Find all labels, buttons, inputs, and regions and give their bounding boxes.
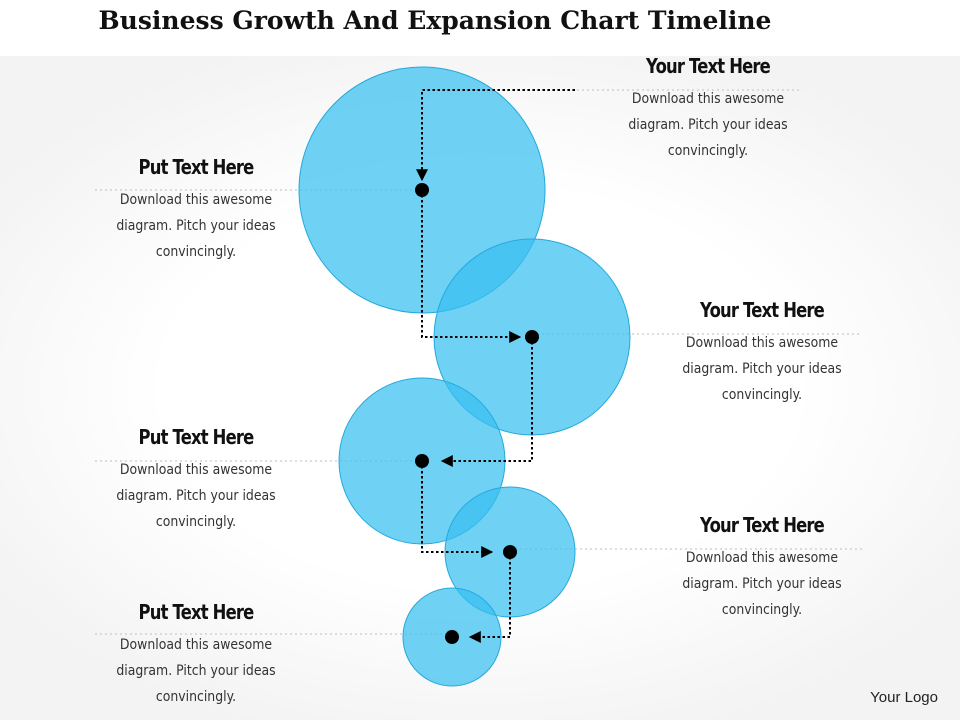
marker-dot-1 [415, 183, 429, 197]
text-block-body: Download this awesome diagram. Pitch you… [116, 192, 276, 260]
marker-dot-4 [503, 545, 517, 559]
text-block-body: Download this awesome diagram. Pitch you… [116, 462, 276, 530]
connectors [416, 89, 575, 643]
text-block-heading: Your Text Here [646, 54, 771, 78]
connector-top [416, 89, 575, 182]
text-block-body: Download this awesome diagram. Pitch you… [682, 335, 842, 403]
marker-dot-3 [415, 454, 429, 468]
text-block-heading: Your Text Here [700, 513, 825, 537]
marker-dot-5 [445, 630, 459, 644]
connector-4-5 [468, 552, 511, 643]
text-block-6: Put Text Here Download this awesome diag… [96, 600, 296, 710]
growth-circles [298, 66, 631, 687]
text-block-body: Download this awesome diagram. Pitch you… [116, 637, 276, 705]
text-block-3: Your Text Here Download this awesome dia… [662, 298, 862, 408]
connector-3-4 [421, 461, 494, 558]
text-block-2: Put Text Here Download this awesome diag… [96, 155, 296, 265]
text-block-5: Your Text Here Download this awesome dia… [662, 513, 862, 623]
dot-markers [415, 183, 539, 644]
text-block-heading: Your Text Here [700, 298, 825, 322]
text-block-body: Download this awesome diagram. Pitch you… [682, 550, 842, 618]
connector-2-3 [440, 337, 533, 467]
logo-text: Your Logo [870, 689, 938, 706]
text-block-heading: Put Text Here [138, 600, 255, 624]
text-block-heading: Put Text Here [138, 155, 255, 179]
text-block-1: Your Text Here Download this awesome dia… [608, 54, 808, 164]
page-title: Business Growth And Expansion Chart Time… [98, 6, 772, 35]
text-block-4: Put Text Here Download this awesome diag… [96, 425, 296, 535]
text-block-heading: Put Text Here [138, 425, 255, 449]
text-block-body: Download this awesome diagram. Pitch you… [628, 91, 788, 159]
connector-1-2 [421, 190, 522, 343]
marker-dot-2 [525, 330, 539, 344]
